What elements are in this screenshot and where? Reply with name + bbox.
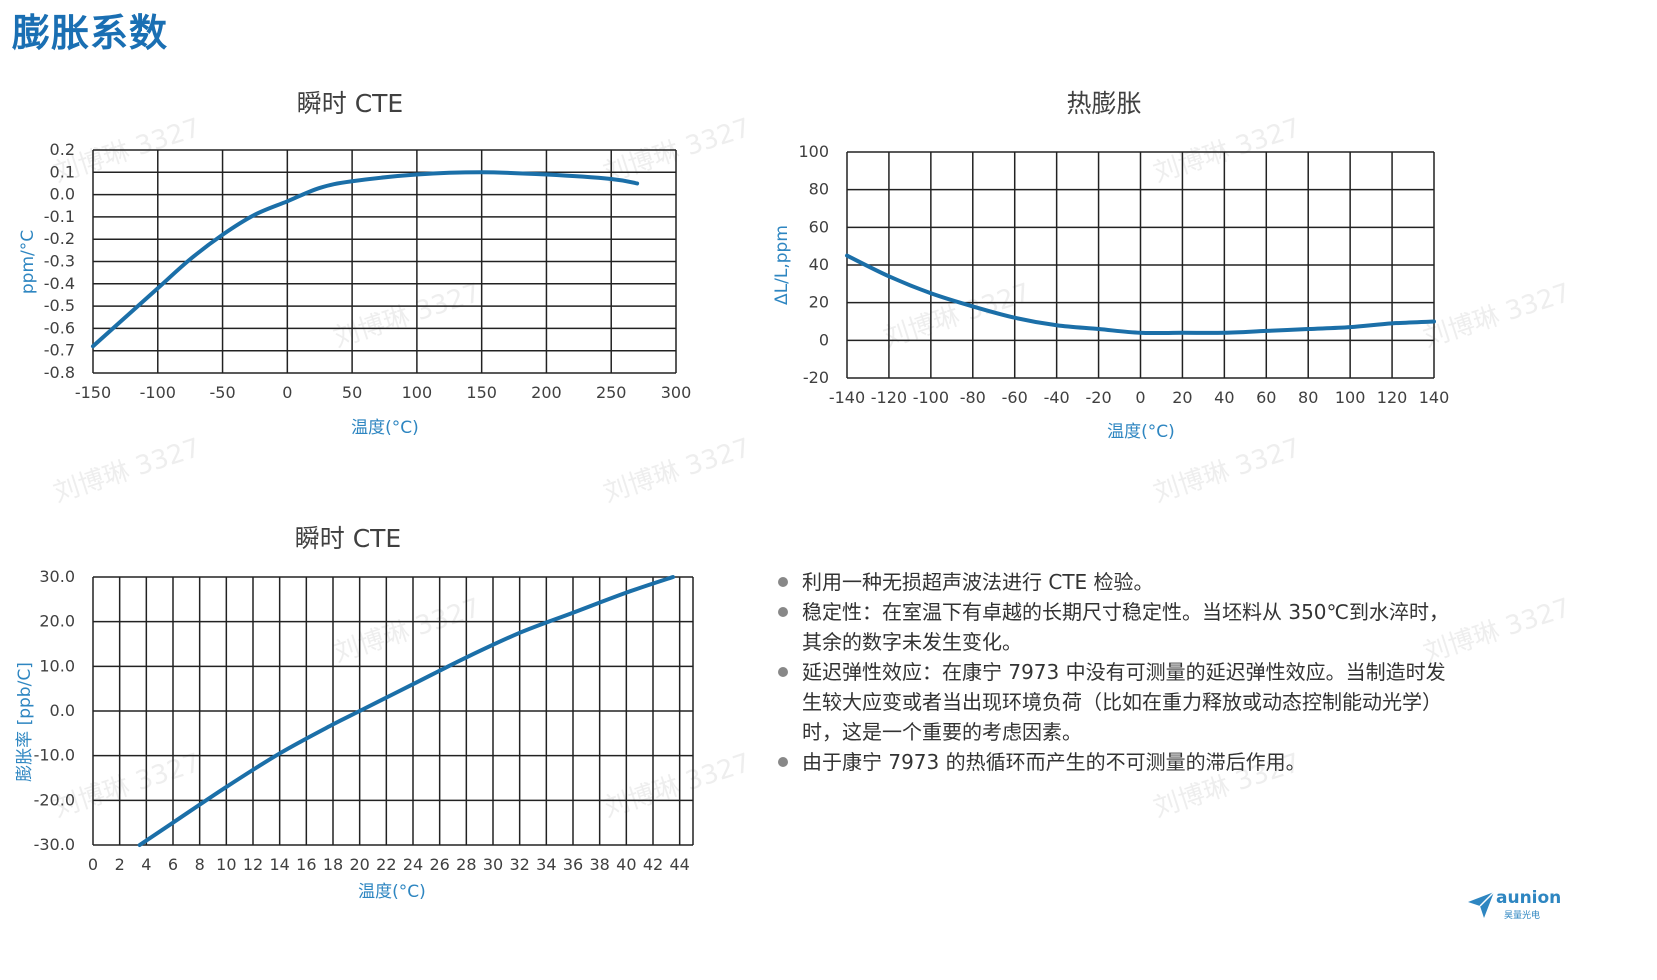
y-tick-label: -30.0 bbox=[34, 835, 75, 854]
x-tick-label: -60 bbox=[1002, 388, 1028, 407]
bullet-item: 延迟弹性效应：在康宁 7973 中没有可测量的延迟弹性效应。当制造时发生较大应变… bbox=[774, 657, 1464, 747]
x-tick-label: 22 bbox=[376, 855, 396, 874]
y-tick-label: -0.1 bbox=[44, 207, 75, 226]
y-tick-label: -0.7 bbox=[44, 341, 75, 360]
series-line bbox=[91, 170, 640, 349]
x-tick-label: 28 bbox=[456, 855, 476, 874]
y-tick-label: -0.2 bbox=[44, 229, 75, 248]
x-tick-label: 200 bbox=[531, 383, 562, 402]
y-tick-label: 30.0 bbox=[39, 567, 75, 586]
x-tick-label: 4 bbox=[141, 855, 151, 874]
x-tick-label: 100 bbox=[402, 383, 433, 402]
y-axis-label: ΔL/L,ppm bbox=[772, 225, 792, 305]
x-tick-label: 80 bbox=[1298, 388, 1318, 407]
x-tick-label: 36 bbox=[563, 855, 583, 874]
x-tick-label: 40 bbox=[1214, 388, 1234, 407]
y-tick-label: -0.8 bbox=[44, 363, 75, 382]
x-tick-label: -40 bbox=[1044, 388, 1070, 407]
x-tick-label: -100 bbox=[913, 388, 949, 407]
x-tick-label: -80 bbox=[960, 388, 986, 407]
y-tick-label: 0.0 bbox=[50, 185, 75, 204]
x-axis-label: 温度(°C) bbox=[351, 418, 419, 438]
x-tick-label: 30 bbox=[483, 855, 503, 874]
x-tick-label: 26 bbox=[429, 855, 449, 874]
x-axis-label: 温度(°C) bbox=[1107, 422, 1175, 442]
x-tick-label: 0 bbox=[1135, 388, 1145, 407]
x-axis-label: 温度(°C) bbox=[358, 882, 426, 902]
x-tick-label: 300 bbox=[661, 383, 692, 402]
x-tick-label: 12 bbox=[243, 855, 263, 874]
x-tick-label: -140 bbox=[829, 388, 865, 407]
x-tick-label: 250 bbox=[596, 383, 627, 402]
y-tick-label: -10.0 bbox=[34, 746, 75, 765]
y-tick-label: 20.0 bbox=[39, 612, 75, 631]
x-tick-label: 60 bbox=[1256, 388, 1276, 407]
chart-title: 瞬时 CTE bbox=[297, 89, 403, 118]
bullet-item: 稳定性：在室温下有卓越的长期尺寸稳定性。当坯料从 350℃到水淬时，其余的数字未… bbox=[774, 597, 1464, 657]
aunion-logo: aunion 昊量光电 bbox=[1466, 888, 1562, 921]
x-tick-label: -120 bbox=[871, 388, 907, 407]
logo-sub: 昊量光电 bbox=[1504, 911, 1541, 921]
bullet-item: 利用一种无损超声波法进行 CTE 检验。 bbox=[774, 567, 1464, 597]
x-tick-label: 120 bbox=[1377, 388, 1408, 407]
series-line bbox=[845, 253, 1436, 336]
chart-title: 热膨胀 bbox=[1066, 89, 1141, 118]
y-tick-label: -0.3 bbox=[44, 252, 75, 271]
bullet-item: 由于康宁 7973 的热循环而产生的不可测量的滞后作用。 bbox=[774, 747, 1464, 777]
y-tick-label: 10.0 bbox=[39, 656, 75, 675]
x-tick-label: 44 bbox=[669, 855, 689, 874]
x-tick-label: -100 bbox=[140, 383, 176, 402]
y-axis-label: 膨胀率 [ppb/C] bbox=[15, 662, 35, 782]
y-tick-label: 0.1 bbox=[50, 162, 75, 181]
series-line bbox=[137, 575, 675, 847]
x-tick-label: 38 bbox=[589, 855, 609, 874]
y-tick-label: 100 bbox=[798, 142, 829, 161]
paper-plane-icon bbox=[1468, 891, 1495, 918]
chart-title: 瞬时 CTE bbox=[295, 524, 401, 553]
x-tick-label: 18 bbox=[323, 855, 343, 874]
y-tick-label: 80 bbox=[809, 180, 829, 199]
x-tick-label: 150 bbox=[466, 383, 497, 402]
x-tick-label: 14 bbox=[269, 855, 289, 874]
y-tick-label: 20 bbox=[809, 293, 829, 312]
x-tick-label: 100 bbox=[1335, 388, 1366, 407]
y-tick-label: -0.4 bbox=[44, 274, 75, 293]
x-tick-label: 6 bbox=[168, 855, 178, 874]
y-tick-label: 0.2 bbox=[50, 140, 75, 159]
x-tick-label: 40 bbox=[616, 855, 636, 874]
x-tick-label: 0 bbox=[282, 383, 292, 402]
x-tick-label: 16 bbox=[296, 855, 316, 874]
y-axis-label: ppm/°C bbox=[18, 230, 38, 294]
y-tick-label: 0 bbox=[819, 330, 829, 349]
x-tick-label: 32 bbox=[509, 855, 529, 874]
y-tick-label: -20 bbox=[803, 368, 829, 387]
x-tick-label: 2 bbox=[115, 855, 125, 874]
y-tick-label: 0.0 bbox=[50, 701, 75, 720]
y-tick-label: -0.5 bbox=[44, 296, 75, 315]
y-tick-label: -20.0 bbox=[34, 790, 75, 809]
logo-name: aunion bbox=[1496, 888, 1562, 908]
page-title: 膨胀系数 bbox=[12, 11, 169, 55]
y-tick-label: -0.6 bbox=[44, 318, 75, 337]
y-tick-label: 40 bbox=[809, 255, 829, 274]
x-tick-label: 42 bbox=[643, 855, 663, 874]
x-tick-label: 24 bbox=[403, 855, 423, 874]
x-tick-label: -150 bbox=[75, 383, 111, 402]
x-tick-label: -20 bbox=[1086, 388, 1112, 407]
x-tick-label: 34 bbox=[536, 855, 556, 874]
x-tick-label: -50 bbox=[209, 383, 235, 402]
x-tick-label: 10 bbox=[216, 855, 236, 874]
x-tick-label: 8 bbox=[195, 855, 205, 874]
x-tick-label: 20 bbox=[1172, 388, 1192, 407]
x-tick-label: 20 bbox=[349, 855, 369, 874]
x-tick-label: 140 bbox=[1419, 388, 1450, 407]
bullet-list: 利用一种无损超声波法进行 CTE 检验。 稳定性：在室温下有卓越的长期尺寸稳定性… bbox=[774, 567, 1464, 777]
x-tick-label: 0 bbox=[88, 855, 98, 874]
x-tick-label: 50 bbox=[342, 383, 362, 402]
y-tick-label: 60 bbox=[809, 217, 829, 236]
